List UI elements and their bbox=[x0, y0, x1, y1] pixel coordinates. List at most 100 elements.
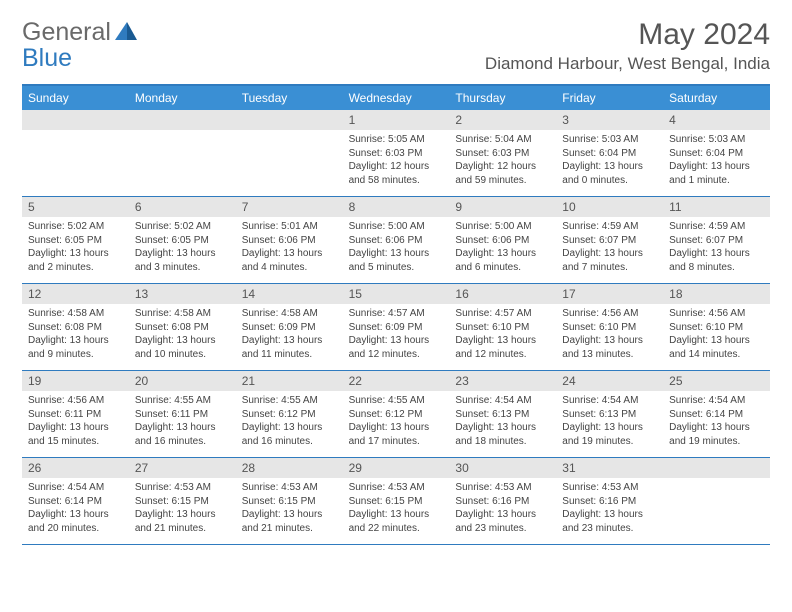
day-body: Sunrise: 4:58 AMSunset: 6:08 PMDaylight:… bbox=[129, 304, 236, 366]
day-line: Daylight: 13 hours bbox=[349, 334, 444, 348]
day-number: 31 bbox=[556, 458, 663, 478]
day-number: 7 bbox=[236, 197, 343, 217]
day-line: Daylight: 13 hours bbox=[349, 247, 444, 261]
day-line: Sunset: 6:12 PM bbox=[349, 408, 444, 422]
day-line: Daylight: 13 hours bbox=[562, 421, 657, 435]
day-cell: 7Sunrise: 5:01 AMSunset: 6:06 PMDaylight… bbox=[236, 197, 343, 283]
day-number: 28 bbox=[236, 458, 343, 478]
day-number: 27 bbox=[129, 458, 236, 478]
day-number bbox=[236, 110, 343, 130]
day-body: Sunrise: 4:53 AMSunset: 6:15 PMDaylight:… bbox=[343, 478, 450, 540]
day-line: and 16 minutes. bbox=[135, 435, 230, 449]
day-line: Sunrise: 5:03 AM bbox=[562, 133, 657, 147]
day-body: Sunrise: 4:54 AMSunset: 6:14 PMDaylight:… bbox=[22, 478, 129, 540]
location-subtitle: Diamond Harbour, West Bengal, India bbox=[485, 54, 770, 74]
week-row: 1Sunrise: 5:05 AMSunset: 6:03 PMDaylight… bbox=[22, 110, 770, 197]
brand-word-1: General bbox=[22, 18, 111, 47]
day-line: and 19 minutes. bbox=[669, 435, 764, 449]
day-cell bbox=[129, 110, 236, 196]
day-line: Daylight: 13 hours bbox=[562, 334, 657, 348]
day-line: and 10 minutes. bbox=[135, 348, 230, 362]
day-line: Sunset: 6:11 PM bbox=[28, 408, 123, 422]
day-line: Sunset: 6:07 PM bbox=[669, 234, 764, 248]
day-line: and 58 minutes. bbox=[349, 174, 444, 188]
day-body: Sunrise: 4:54 AMSunset: 6:14 PMDaylight:… bbox=[663, 391, 770, 453]
header: General May 2024 Diamond Harbour, West B… bbox=[22, 18, 770, 74]
day-number: 20 bbox=[129, 371, 236, 391]
day-number: 11 bbox=[663, 197, 770, 217]
day-line: Daylight: 12 hours bbox=[455, 160, 550, 174]
day-number: 9 bbox=[449, 197, 556, 217]
day-body: Sunrise: 5:02 AMSunset: 6:05 PMDaylight:… bbox=[22, 217, 129, 279]
day-line: and 23 minutes. bbox=[562, 522, 657, 536]
day-line: and 14 minutes. bbox=[669, 348, 764, 362]
day-line: Sunrise: 4:59 AM bbox=[669, 220, 764, 234]
day-cell: 20Sunrise: 4:55 AMSunset: 6:11 PMDayligh… bbox=[129, 371, 236, 457]
day-cell: 13Sunrise: 4:58 AMSunset: 6:08 PMDayligh… bbox=[129, 284, 236, 370]
day-line: Sunset: 6:09 PM bbox=[242, 321, 337, 335]
day-number: 17 bbox=[556, 284, 663, 304]
day-body: Sunrise: 4:59 AMSunset: 6:07 PMDaylight:… bbox=[556, 217, 663, 279]
day-line: Daylight: 13 hours bbox=[135, 508, 230, 522]
day-line: Sunset: 6:10 PM bbox=[669, 321, 764, 335]
day-number: 8 bbox=[343, 197, 450, 217]
day-line: Sunset: 6:13 PM bbox=[455, 408, 550, 422]
day-cell: 8Sunrise: 5:00 AMSunset: 6:06 PMDaylight… bbox=[343, 197, 450, 283]
day-line: Sunset: 6:16 PM bbox=[562, 495, 657, 509]
day-line: Sunset: 6:12 PM bbox=[242, 408, 337, 422]
day-cell: 18Sunrise: 4:56 AMSunset: 6:10 PMDayligh… bbox=[663, 284, 770, 370]
day-number: 3 bbox=[556, 110, 663, 130]
day-line: Sunset: 6:14 PM bbox=[28, 495, 123, 509]
day-number: 21 bbox=[236, 371, 343, 391]
day-line: Sunrise: 5:01 AM bbox=[242, 220, 337, 234]
day-body: Sunrise: 4:55 AMSunset: 6:12 PMDaylight:… bbox=[236, 391, 343, 453]
day-line: Sunrise: 5:05 AM bbox=[349, 133, 444, 147]
day-line: Sunset: 6:08 PM bbox=[28, 321, 123, 335]
day-body: Sunrise: 4:57 AMSunset: 6:10 PMDaylight:… bbox=[449, 304, 556, 366]
day-line: Daylight: 13 hours bbox=[28, 421, 123, 435]
dow-thursday: Thursday bbox=[449, 86, 556, 110]
day-line: and 20 minutes. bbox=[28, 522, 123, 536]
day-line: Sunrise: 4:58 AM bbox=[28, 307, 123, 321]
day-body: Sunrise: 4:57 AMSunset: 6:09 PMDaylight:… bbox=[343, 304, 450, 366]
day-cell: 9Sunrise: 5:00 AMSunset: 6:06 PMDaylight… bbox=[449, 197, 556, 283]
day-line: Sunset: 6:15 PM bbox=[349, 495, 444, 509]
day-body: Sunrise: 4:53 AMSunset: 6:15 PMDaylight:… bbox=[236, 478, 343, 540]
day-line: Daylight: 13 hours bbox=[562, 508, 657, 522]
day-line: and 16 minutes. bbox=[242, 435, 337, 449]
day-line: Daylight: 13 hours bbox=[562, 160, 657, 174]
day-line: Daylight: 13 hours bbox=[242, 247, 337, 261]
day-line: and 12 minutes. bbox=[455, 348, 550, 362]
dow-monday: Monday bbox=[129, 86, 236, 110]
week-row: 19Sunrise: 4:56 AMSunset: 6:11 PMDayligh… bbox=[22, 371, 770, 458]
day-number: 5 bbox=[22, 197, 129, 217]
day-line: Sunrise: 5:00 AM bbox=[455, 220, 550, 234]
day-number: 29 bbox=[343, 458, 450, 478]
day-line: Sunrise: 4:53 AM bbox=[349, 481, 444, 495]
day-cell: 30Sunrise: 4:53 AMSunset: 6:16 PMDayligh… bbox=[449, 458, 556, 544]
day-line: Sunrise: 4:57 AM bbox=[455, 307, 550, 321]
day-cell bbox=[22, 110, 129, 196]
day-number: 10 bbox=[556, 197, 663, 217]
day-cell: 4Sunrise: 5:03 AMSunset: 6:04 PMDaylight… bbox=[663, 110, 770, 196]
day-line: Sunset: 6:10 PM bbox=[455, 321, 550, 335]
day-line: Daylight: 13 hours bbox=[135, 247, 230, 261]
day-body: Sunrise: 5:01 AMSunset: 6:06 PMDaylight:… bbox=[236, 217, 343, 279]
day-number: 19 bbox=[22, 371, 129, 391]
day-line: Daylight: 13 hours bbox=[28, 334, 123, 348]
day-number: 25 bbox=[663, 371, 770, 391]
day-line: and 6 minutes. bbox=[455, 261, 550, 275]
day-number: 26 bbox=[22, 458, 129, 478]
day-cell: 3Sunrise: 5:03 AMSunset: 6:04 PMDaylight… bbox=[556, 110, 663, 196]
day-cell: 1Sunrise: 5:05 AMSunset: 6:03 PMDaylight… bbox=[343, 110, 450, 196]
day-cell: 6Sunrise: 5:02 AMSunset: 6:05 PMDaylight… bbox=[129, 197, 236, 283]
day-cell: 11Sunrise: 4:59 AMSunset: 6:07 PMDayligh… bbox=[663, 197, 770, 283]
day-line: Sunrise: 4:54 AM bbox=[669, 394, 764, 408]
day-line: and 23 minutes. bbox=[455, 522, 550, 536]
day-line: and 22 minutes. bbox=[349, 522, 444, 536]
day-body bbox=[129, 130, 236, 138]
day-cell: 26Sunrise: 4:54 AMSunset: 6:14 PMDayligh… bbox=[22, 458, 129, 544]
day-line: Daylight: 13 hours bbox=[349, 421, 444, 435]
day-line: Sunrise: 4:53 AM bbox=[562, 481, 657, 495]
dow-wednesday: Wednesday bbox=[343, 86, 450, 110]
